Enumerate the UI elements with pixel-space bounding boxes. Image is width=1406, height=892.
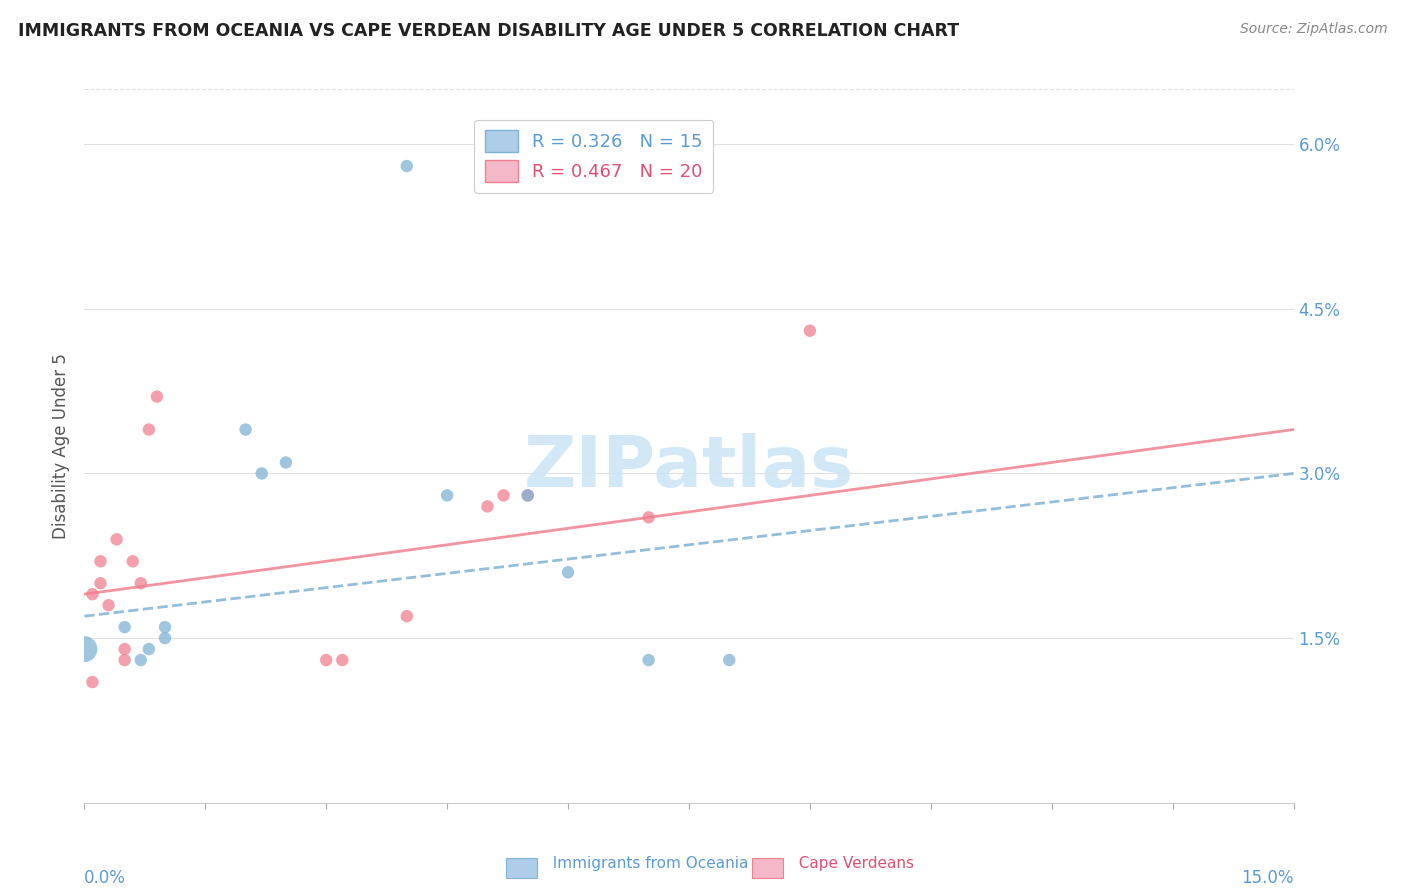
Point: [89, 576, 111, 591]
Legend: R = 0.326   N = 15, R = 0.467   N = 20: R = 0.326 N = 15, R = 0.467 N = 20: [474, 120, 713, 193]
Point: [718, 653, 741, 667]
Point: [146, 390, 169, 404]
Point: [114, 653, 136, 667]
Point: [105, 533, 128, 547]
Point: [637, 653, 659, 667]
Point: [395, 609, 418, 624]
Point: [330, 653, 353, 667]
Point: [250, 467, 273, 481]
Point: [492, 488, 515, 502]
Point: [89, 554, 111, 568]
Text: Source: ZipAtlas.com: Source: ZipAtlas.com: [1240, 22, 1388, 37]
Point: [235, 423, 257, 437]
Point: [153, 631, 176, 645]
Point: [153, 620, 176, 634]
Point: [274, 455, 297, 469]
Point: [637, 510, 659, 524]
Point: [436, 488, 458, 502]
Point: [138, 423, 160, 437]
Point: [129, 576, 152, 591]
Point: [799, 324, 821, 338]
Point: [129, 653, 152, 667]
Text: ZIPatlas: ZIPatlas: [524, 433, 853, 502]
Point: [121, 554, 143, 568]
Point: [516, 488, 538, 502]
Text: 0.0%: 0.0%: [84, 869, 127, 887]
Y-axis label: Disability Age Under 5: Disability Age Under 5: [52, 353, 70, 539]
Point: [395, 159, 418, 173]
Text: Cape Verdeans: Cape Verdeans: [789, 856, 914, 871]
Point: [516, 488, 538, 502]
Point: [114, 620, 136, 634]
Point: [114, 642, 136, 657]
Text: Immigrants from Oceania: Immigrants from Oceania: [543, 856, 748, 871]
Point: [138, 642, 160, 657]
Text: IMMIGRANTS FROM OCEANIA VS CAPE VERDEAN DISABILITY AGE UNDER 5 CORRELATION CHART: IMMIGRANTS FROM OCEANIA VS CAPE VERDEAN …: [18, 22, 959, 40]
Point: [97, 598, 120, 612]
Point: [82, 675, 104, 690]
Text: 15.0%: 15.0%: [1241, 869, 1294, 887]
Point: [557, 566, 579, 580]
Point: [477, 500, 499, 514]
Point: [73, 642, 96, 657]
Point: [82, 587, 104, 601]
Point: [315, 653, 337, 667]
